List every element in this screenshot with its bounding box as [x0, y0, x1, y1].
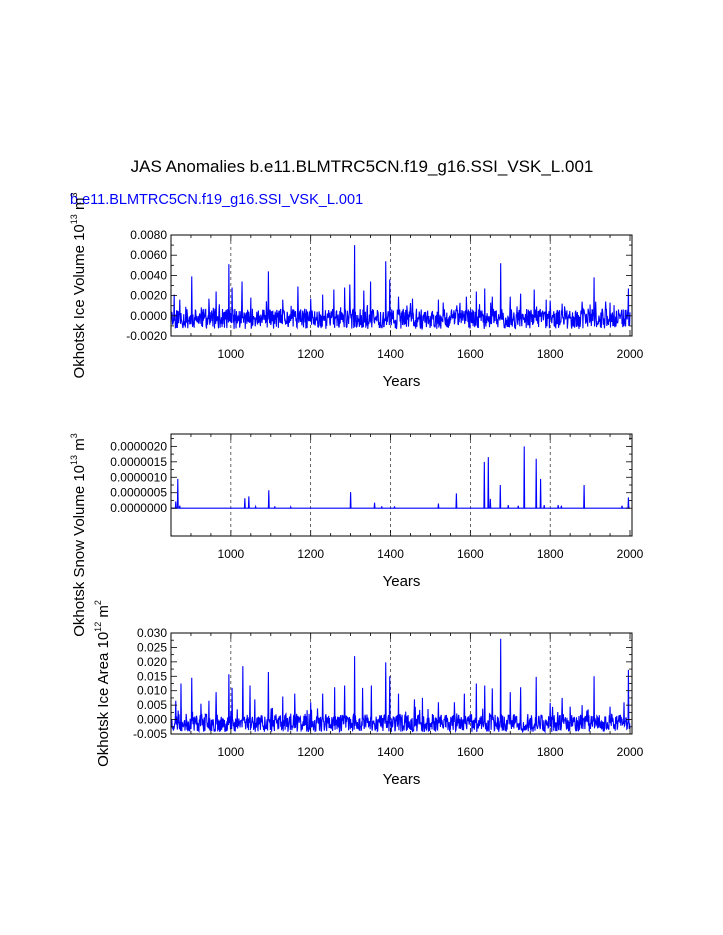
x-tick-label: 1800: [537, 745, 564, 759]
x-tick-label: 1200: [297, 347, 324, 361]
series-line: [170, 245, 631, 331]
x-axis-label: Years: [383, 573, 421, 590]
y-tick-label: 0.010: [137, 684, 167, 698]
y-tick-label: 0.0060: [130, 248, 167, 262]
x-tick-label: 1400: [377, 347, 404, 361]
x-tick-label: 1600: [457, 347, 484, 361]
x-tick-label: 2000: [617, 745, 644, 759]
y-tick-label: 0.0040: [130, 268, 167, 282]
y-tick-label: 0.015: [137, 669, 167, 683]
y-tick-label: 0.0000020: [110, 439, 167, 453]
x-tick-label: 2000: [617, 347, 644, 361]
y-axis-label-exponent: 3: [69, 433, 79, 438]
y-tick-label: 0.0000005: [110, 486, 167, 500]
y-tick-label: 0.0020: [130, 289, 167, 303]
y-axis-label-exponent: 2: [93, 600, 103, 605]
series-line: [171, 446, 630, 509]
y-tick-label: 0.0080: [130, 228, 167, 242]
x-axis-label: Years: [383, 771, 421, 788]
x-tick-label: 1800: [537, 347, 564, 361]
x-tick-label: 1600: [457, 745, 484, 759]
x-tick-label: 1200: [297, 745, 324, 759]
y-axis-label-part: m: [71, 198, 88, 215]
x-axis-label: Years: [383, 373, 421, 390]
y-tick-label: -0.005: [133, 727, 167, 741]
plot-frame: [170, 433, 633, 537]
y-axis-label-part: m: [95, 605, 112, 622]
x-tick-label: 1000: [218, 745, 245, 759]
y-tick-label: 0.0000010: [110, 470, 167, 484]
y-axis-label-exponent: 13: [69, 214, 79, 224]
x-tick-label: 1200: [297, 547, 324, 561]
y-axis-label: Okhotsk Ice Volume 1013 m3: [69, 193, 88, 379]
chart-panels: 1000 1200 1400 1600 1800 2000 -0.0020 0.0000 0.0…: [69, 193, 644, 788]
x-tick-label: 1600: [457, 547, 484, 561]
y-tick-label: 0.0000: [130, 309, 167, 323]
y-tick-label: 0.025: [137, 640, 167, 654]
y-axis-label-exponent: 12: [93, 622, 103, 632]
x-tick-label: 1000: [218, 547, 245, 561]
y-axis-label-part: Okhotsk Snow Volume 10: [71, 465, 88, 637]
y-tick-label: 0.005: [137, 698, 167, 712]
x-tick-label: 1400: [377, 745, 404, 759]
y-axis-label: Okhotsk Snow Volume 1013 m3: [69, 433, 88, 636]
y-tick-label: 0.020: [137, 655, 167, 669]
y-axis-label-exponent: 3: [69, 193, 79, 198]
y-tick-label: -0.0020: [126, 329, 167, 343]
y-tick-label: 0.030: [137, 626, 167, 640]
y-axis-label: Okhotsk Ice Area 1012 m2: [93, 600, 112, 767]
y-axis-label-part: m: [71, 438, 88, 455]
panel-1: 1000 1200 1400 1600 1800 2000 -0.0020 0.0000 0.0…: [69, 193, 644, 390]
figure-title: JAS Anomalies b.e11.BLMTRC5CN.f19_g16.SS…: [131, 157, 594, 176]
y-axis-label-part: Okhotsk Ice Volume 10: [71, 224, 88, 378]
y-tick-label: 0.0000000: [110, 501, 167, 515]
series-line: [170, 638, 631, 734]
panel-2: 1000 1200 1400 1600 1800 20000.00000000.00000…: [69, 433, 644, 636]
x-tick-label: 1000: [218, 347, 245, 361]
panel-3: 1000 1200 1400 1600 1800 2000 -0.0050.0000.005…: [93, 600, 644, 788]
y-tick-label: 0.000: [137, 713, 167, 727]
x-tick-label: 2000: [617, 547, 644, 561]
x-tick-label: 1400: [377, 547, 404, 561]
figure-subtitle: b.e11.BLMTRC5CN.f19_g16.SSI_VSK_L.001: [70, 192, 363, 208]
y-tick-label: 0.0000015: [110, 455, 167, 469]
y-axis-label-part: Okhotsk Ice Area 10: [95, 632, 112, 767]
x-tick-label: 1800: [537, 547, 564, 561]
y-axis-label-exponent: 13: [69, 455, 79, 465]
